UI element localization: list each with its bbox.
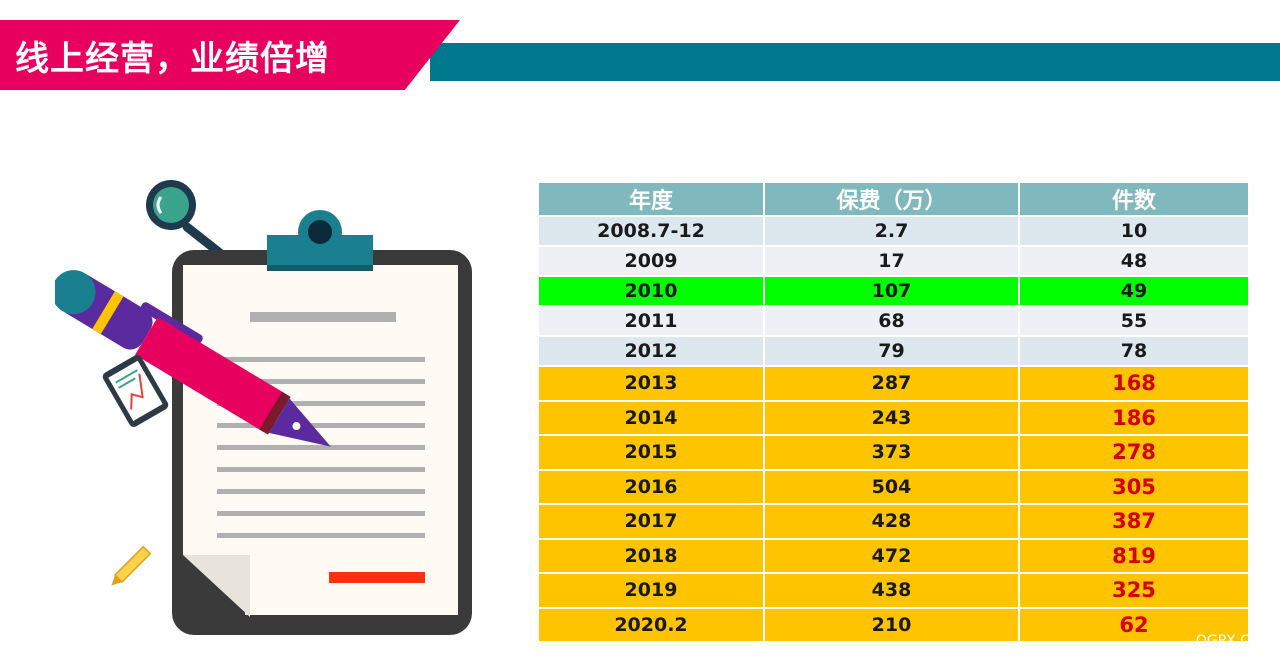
- table-row-highlight: 2010 107 49: [537, 275, 1250, 307]
- cell-premium: 68: [763, 305, 1020, 337]
- table-row: 2012 79 78: [537, 335, 1250, 367]
- cell-year: 2016: [537, 468, 765, 505]
- cell-premium: 79: [763, 335, 1020, 367]
- table-header-row: 年度 保费（万） 件数: [537, 181, 1250, 217]
- cell-count: 168: [1018, 365, 1250, 402]
- table-row: 2015 373 278: [537, 434, 1250, 471]
- cell-count: 305: [1018, 468, 1250, 505]
- cell-premium: 17: [763, 245, 1020, 277]
- cell-year: 2009: [537, 245, 765, 277]
- table-row: 2009 17 48: [537, 245, 1250, 277]
- cell-year: 2020.2: [537, 606, 765, 643]
- cell-count: 55: [1018, 305, 1250, 337]
- header-title-background: [0, 20, 460, 90]
- cell-premium: 472: [763, 537, 1020, 574]
- cell-year: 2015: [537, 434, 765, 471]
- cell-count: 62: [1018, 606, 1250, 643]
- cell-premium: 504: [763, 468, 1020, 505]
- cell-count: 387: [1018, 503, 1250, 540]
- table-row: 2011 68 55: [537, 305, 1250, 337]
- table-row: 2013 287 168: [537, 365, 1250, 402]
- cell-year: 2019: [537, 572, 765, 609]
- cell-year: 2017: [537, 503, 765, 540]
- cell-year: 2012: [537, 335, 765, 367]
- magnifier-icon: [146, 180, 230, 262]
- clipboard-icon: [172, 210, 472, 635]
- cell-count: 78: [1018, 335, 1250, 367]
- header-year: 年度: [537, 181, 765, 217]
- cell-premium: 438: [763, 572, 1020, 609]
- cell-count: 48: [1018, 245, 1250, 277]
- header-count: 件数: [1018, 181, 1250, 217]
- cell-year: 2008.7-12: [537, 215, 765, 247]
- header-teal-bar: [430, 43, 1280, 81]
- cell-count: 278: [1018, 434, 1250, 471]
- pen-icon: [55, 270, 331, 447]
- cell-premium: 373: [763, 434, 1020, 471]
- cell-year: 2010: [537, 275, 765, 307]
- table-row: 2019 438 325: [537, 572, 1250, 609]
- cell-year: 2011: [537, 305, 765, 337]
- table-row: 2016 504 305: [537, 468, 1250, 505]
- cell-year: 2018: [537, 537, 765, 574]
- cell-premium: 210: [763, 606, 1020, 643]
- cell-year: 2013: [537, 365, 765, 402]
- cell-count: 186: [1018, 399, 1250, 436]
- cell-premium: 243: [763, 399, 1020, 436]
- cell-count: 325: [1018, 572, 1250, 609]
- table-row: 2008.7-12 2.7 10: [537, 215, 1250, 247]
- cell-premium: 107: [763, 275, 1020, 307]
- clipboard-illustration: [55, 180, 472, 635]
- table-row: 2018 472 819: [537, 537, 1250, 574]
- phone-chart-icon: [102, 354, 169, 427]
- cell-count: 10: [1018, 215, 1250, 247]
- cell-count: 819: [1018, 537, 1250, 574]
- table-row: 2017 428 387: [537, 503, 1250, 540]
- cell-premium: 2.7: [763, 215, 1020, 247]
- header-premium: 保费（万）: [763, 181, 1020, 217]
- cell-premium: 428: [763, 503, 1020, 540]
- table-row: 2020.2 210 62: [537, 606, 1250, 643]
- cell-year: 2014: [537, 399, 765, 436]
- table-row: 2014 243 186: [537, 399, 1250, 436]
- premium-table: 年度 保费（万） 件数 2008.7-12 2.7 10 2009 17 48 …: [537, 181, 1250, 643]
- pencil-icon: [111, 545, 152, 586]
- page-title: 线上经营，业绩倍增: [15, 39, 330, 79]
- cell-premium: 287: [763, 365, 1020, 402]
- watermark: OGPX.C: [1195, 633, 1250, 649]
- cell-count: 49: [1018, 275, 1250, 307]
